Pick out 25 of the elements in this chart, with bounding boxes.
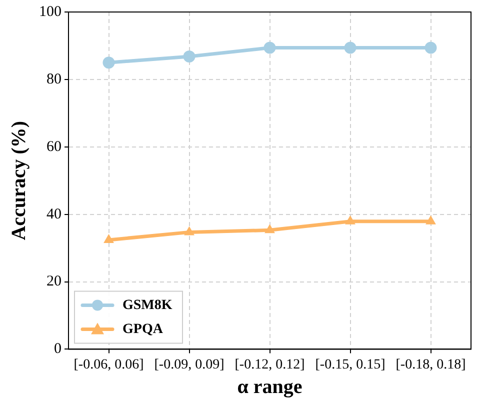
point [183,50,196,63]
x-tick-label: [-0.06, 0.06] [74,357,144,372]
point [102,56,115,69]
point [426,215,436,224]
x-tick-label: [-0.09, 0.09] [154,357,224,372]
x-tick-label: [-0.12, 0.12] [234,357,305,372]
point [264,224,275,234]
point [424,42,437,54]
y-tick-label: 80 [46,71,62,88]
point [264,42,276,54]
y-tick-label: 20 [46,274,62,290]
point [184,226,194,236]
y-tick-label: 60 [46,138,62,155]
point [344,42,356,54]
legend-label: GPQA [122,322,164,337]
point [345,215,356,224]
y-tick-label: 0 [54,341,62,358]
y-tick-label: 40 [46,206,62,222]
y-tick-label: 100 [39,4,62,20]
point [104,234,114,243]
x-tick-label: [-0.15, 0.15] [315,357,386,372]
x-axis-title: α range [237,376,302,398]
legend-label: GSM8K [122,298,172,313]
x-tick-label: [-0.18, 0.18] [396,357,466,372]
y-axis-title: Accuracy (%) [8,120,30,240]
